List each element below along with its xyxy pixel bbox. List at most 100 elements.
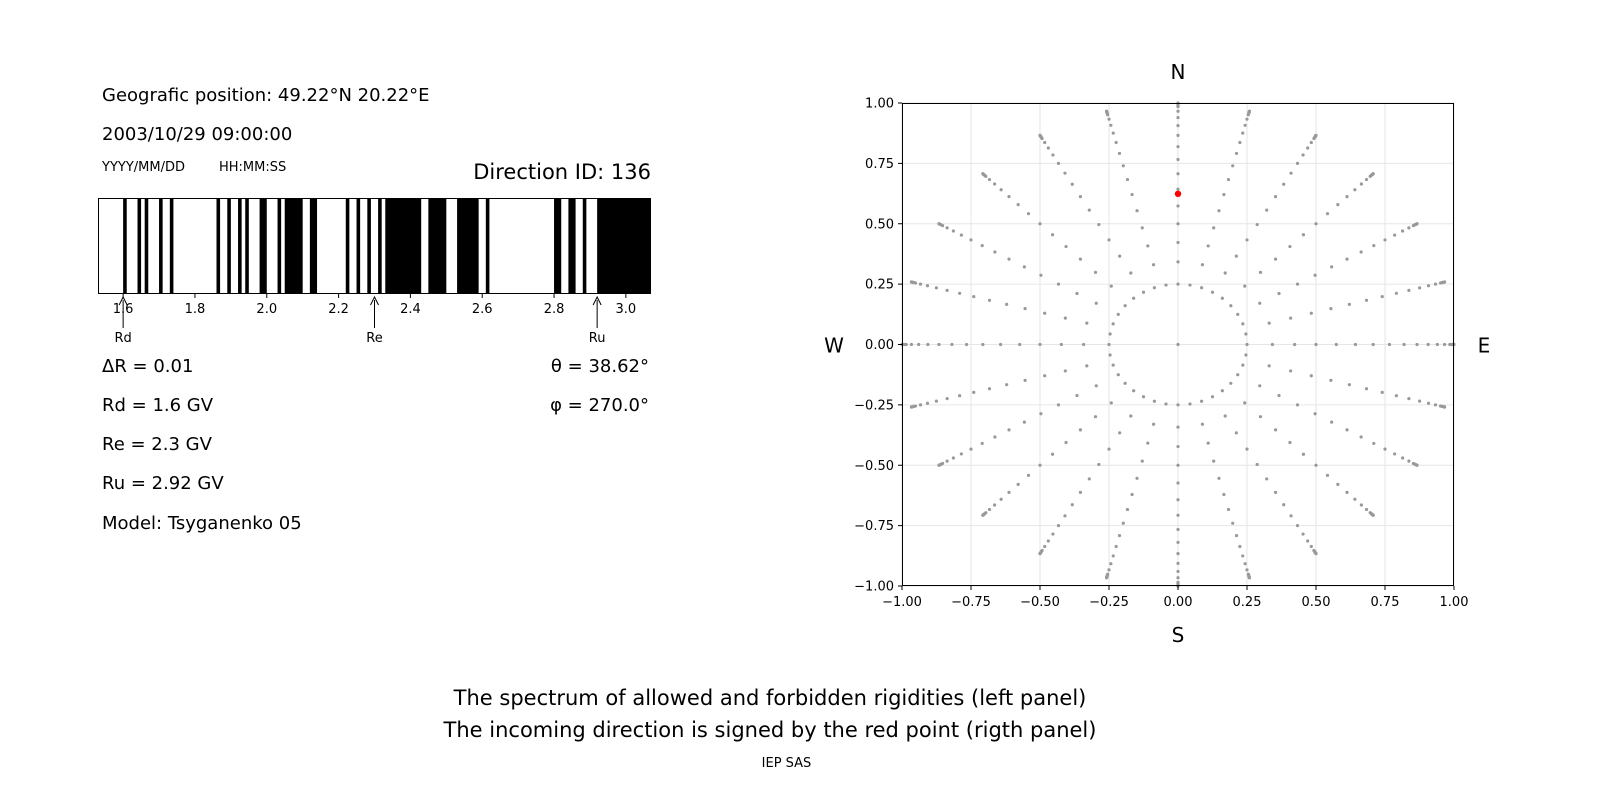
grid-point [1063,514,1067,518]
grid-point [1026,473,1031,477]
grid-point [1007,195,1011,199]
grid-point [1152,286,1157,290]
grid-point [1258,415,1263,419]
forbidden-band [238,198,242,294]
institution: IEP SAS [761,756,812,771]
marker-arrow-head [370,295,379,306]
grid-point [1277,393,1281,398]
grid-point [1270,342,1274,347]
grid-point [1234,151,1239,156]
grid-point [1243,284,1247,288]
grid-point [1108,332,1112,336]
grid-point [1359,435,1363,439]
grid-point [1336,203,1340,207]
grid-point [981,513,985,517]
grid-point [1330,265,1334,269]
grid-point [1371,342,1375,347]
x-tick-label: 0.25 [1233,595,1262,610]
grid-point [1132,389,1136,393]
grid-point [909,280,914,284]
time-format-label: HH:MM:SS [219,160,287,175]
grid-point [1104,109,1109,113]
grid-point [1265,208,1269,212]
grid-point [1111,131,1115,135]
grid-point [1164,402,1168,406]
x-tick-label: 0.75 [1371,595,1400,610]
grid-point [1176,342,1180,347]
grid-point [1442,280,1447,284]
grid-point [993,182,997,186]
forbidden-band [216,198,221,294]
grid-point [1364,298,1369,302]
grid-point [1107,447,1111,451]
grid-point [1176,187,1180,191]
forbidden-band [568,198,576,294]
grid-point [1301,233,1306,237]
spectrum-tick-label: 2.8 [544,302,565,317]
grid-point [1243,401,1247,405]
grid-point [1016,203,1020,207]
grid-point [1244,332,1248,336]
grid-point [1245,238,1249,242]
grid-point [945,397,949,401]
grid-point [1295,524,1300,528]
grid-point [1345,428,1349,432]
spectrum-tick-label: 2.4 [400,302,421,317]
grid-point [1116,373,1120,377]
grid-point [1289,316,1293,320]
x-tick-label: −0.25 [1089,595,1129,610]
grid-point [1313,273,1317,277]
plot-frame [902,103,1454,586]
grid-point [1393,452,1397,456]
grid-point [1407,459,1411,463]
grid-point [1314,222,1318,226]
grid-point [1334,342,1338,347]
spectrum-frame [98,198,651,294]
grid-point [1023,378,1027,382]
grid-point [987,177,992,182]
date-format-label: YYYY/MM/DD [102,160,185,175]
grid-point [1309,374,1313,378]
grid-point [1442,342,1447,347]
grid-point [1273,257,1278,261]
grid-point [980,243,984,248]
grid-point [1199,286,1204,290]
grid-point [1289,514,1293,518]
grid-point [1345,257,1349,261]
grid-point [1038,342,1042,347]
grid-point [1238,544,1242,549]
compass-south: S [1172,623,1185,647]
grid-point [1050,233,1055,237]
grid-point [1364,387,1369,391]
grid-point [1229,381,1233,385]
spectrum-tick-label: 2.0 [256,302,277,317]
grid-point [1093,270,1098,274]
caption-line-1: The spectrum of allowed and forbidden ri… [453,686,1087,710]
grid-point [1282,503,1286,507]
grid-point [1309,311,1313,315]
grid-point [1135,209,1139,213]
grid-point [1309,544,1313,549]
grid-point [1107,342,1111,347]
grid-point [1244,353,1248,357]
grid-point [1078,257,1083,261]
grid-point [1220,296,1224,300]
grid-point [1364,177,1369,182]
grid-point [951,229,955,233]
grid-point [1407,226,1411,230]
grid-point [1125,507,1130,512]
grid-point [1176,260,1180,264]
grid-point [1200,422,1205,426]
grid-point [1176,444,1180,449]
x-tick-label: −0.50 [1020,595,1060,610]
grid-point [1433,403,1438,407]
grid-point [1063,369,1067,373]
grid-point [945,459,949,463]
grid-point [1176,552,1180,556]
grid-point [1107,568,1111,572]
grid-point [1223,271,1227,275]
grid-point [1176,463,1180,467]
grid-point [1394,291,1398,295]
grid-point [1372,441,1376,446]
grid-point [1347,383,1351,387]
